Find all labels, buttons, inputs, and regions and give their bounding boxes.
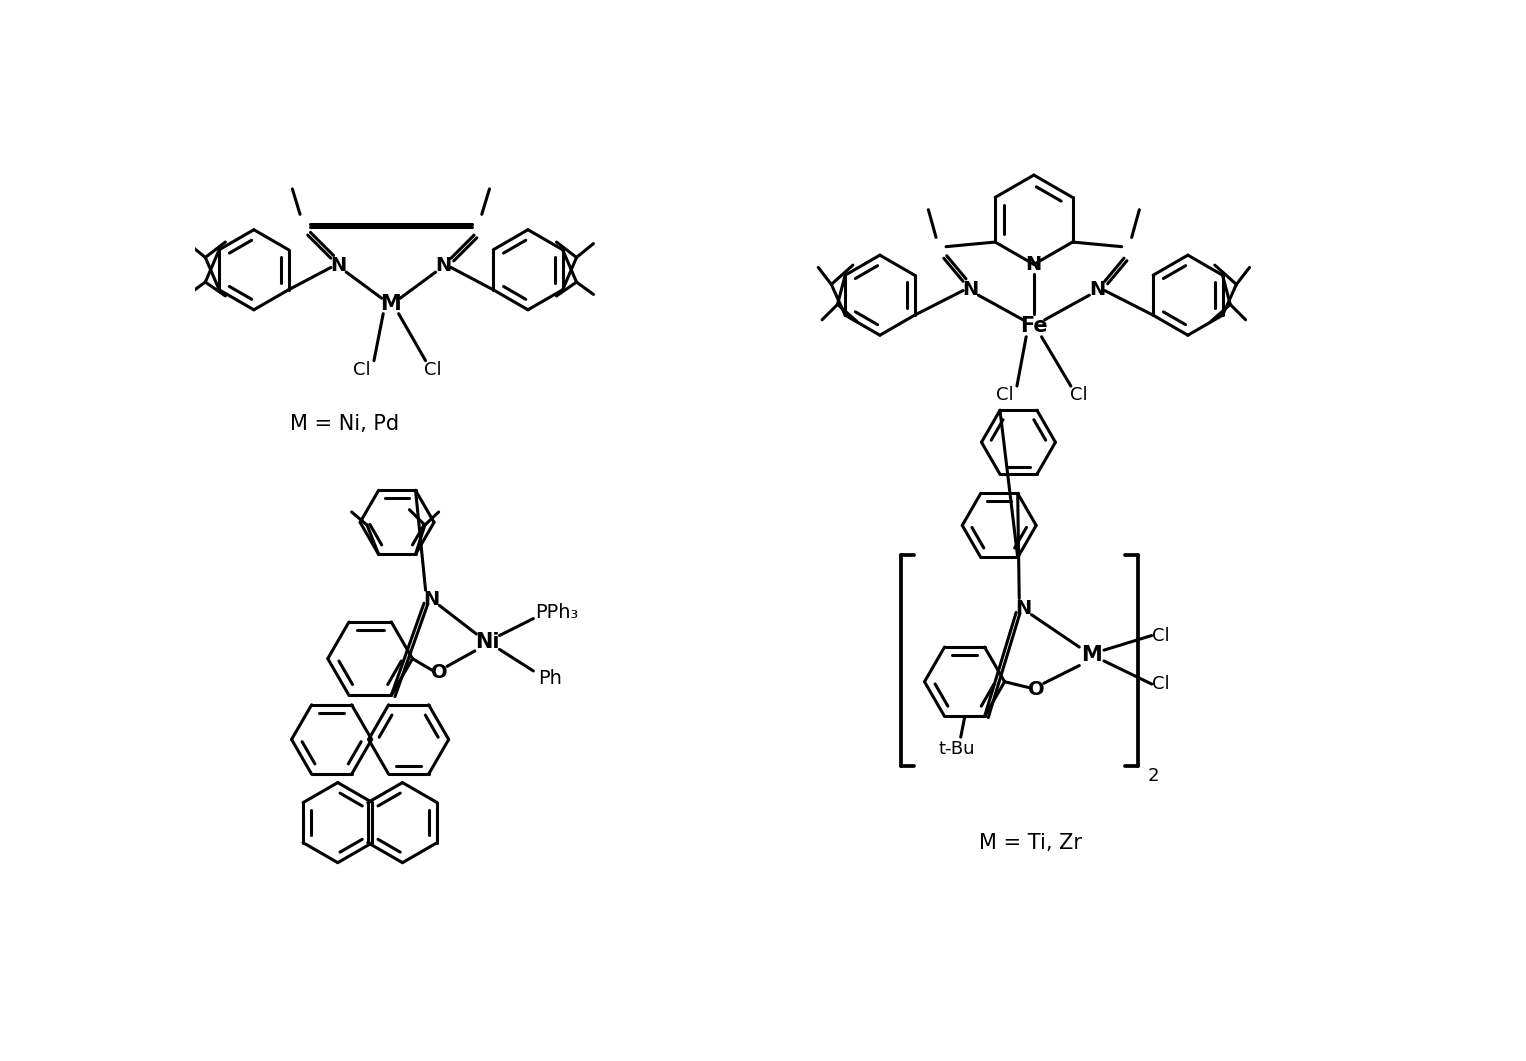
Text: O: O — [1029, 680, 1044, 699]
Text: M = Ti, Zr: M = Ti, Zr — [978, 834, 1082, 853]
Text: N: N — [435, 257, 452, 276]
Text: N: N — [1016, 599, 1032, 619]
Text: PPh₃: PPh₃ — [534, 603, 578, 622]
Text: t-Bu: t-Bu — [938, 740, 975, 758]
Text: 2: 2 — [1148, 767, 1158, 785]
Text: N: N — [1090, 279, 1105, 298]
Text: Cl: Cl — [353, 361, 371, 379]
Text: Cl: Cl — [1152, 675, 1170, 693]
Text: N: N — [1025, 255, 1042, 274]
Text: N: N — [331, 257, 346, 276]
Text: Ph: Ph — [539, 669, 562, 689]
Text: N: N — [963, 279, 978, 298]
Text: M = Ni, Pd: M = Ni, Pd — [290, 414, 400, 434]
Text: O: O — [432, 663, 447, 682]
Text: Cl: Cl — [1152, 626, 1170, 644]
Text: Ni: Ni — [475, 631, 499, 651]
Text: Cl: Cl — [996, 386, 1013, 404]
Text: Cl: Cl — [424, 361, 443, 379]
Text: Cl: Cl — [1070, 386, 1088, 404]
Text: N: N — [424, 590, 439, 609]
Text: M: M — [380, 294, 401, 314]
Text: Fe: Fe — [1019, 316, 1048, 336]
Text: M: M — [1082, 645, 1102, 665]
